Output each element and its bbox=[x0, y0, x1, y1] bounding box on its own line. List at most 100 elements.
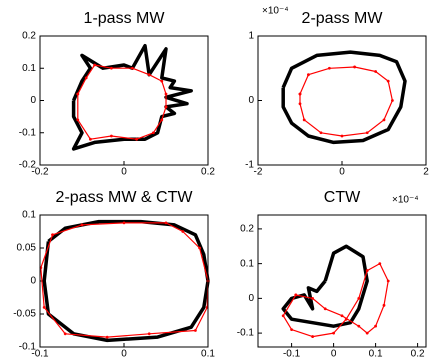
marker bbox=[302, 118, 306, 122]
curve bbox=[77, 64, 167, 140]
x-tick-label: 0 bbox=[331, 349, 337, 360]
marker bbox=[164, 105, 168, 109]
marker bbox=[181, 230, 185, 233]
curve bbox=[42, 219, 210, 343]
marker bbox=[93, 63, 96, 67]
x-tick-label: 0.1 bbox=[369, 349, 383, 360]
x-tick-label: -0.1 bbox=[283, 349, 301, 360]
marker bbox=[311, 335, 314, 338]
marker bbox=[76, 118, 80, 122]
curve bbox=[299, 66, 393, 137]
y-tick-label: 1 bbox=[248, 31, 254, 42]
marker bbox=[110, 66, 113, 70]
marker bbox=[374, 324, 377, 328]
y-tick-label: -0.1 bbox=[19, 342, 37, 353]
marker bbox=[307, 73, 310, 77]
curve bbox=[71, 43, 193, 151]
marker bbox=[281, 314, 285, 318]
marker bbox=[84, 76, 88, 80]
y-tick-label: 0.2 bbox=[22, 31, 36, 42]
marker bbox=[332, 331, 335, 335]
marker bbox=[357, 324, 361, 328]
axes-box bbox=[39, 214, 209, 348]
marker bbox=[110, 134, 113, 138]
marker bbox=[122, 221, 126, 225]
curve bbox=[281, 244, 369, 328]
y-tick-label: -1 bbox=[245, 160, 254, 171]
marker bbox=[294, 293, 298, 297]
y-tick-label: 0.1 bbox=[22, 210, 36, 221]
panel-title: 2-pass MW & CTW bbox=[56, 189, 194, 206]
marker bbox=[323, 307, 327, 311]
y-tick-label: -0.2 bbox=[19, 160, 37, 171]
marker bbox=[298, 102, 302, 106]
marker bbox=[391, 99, 394, 102]
marker bbox=[42, 306, 46, 309]
panel-title: 2-pass MW bbox=[302, 10, 384, 27]
marker bbox=[63, 332, 67, 336]
y-tick-label: -0.1 bbox=[19, 127, 37, 138]
x-tick-label: -0.2 bbox=[31, 167, 49, 178]
y-tick-label: 0 bbox=[248, 95, 254, 106]
x-tick-label: -0.1 bbox=[31, 349, 49, 360]
marker bbox=[344, 317, 348, 321]
x-tick-label: 0 bbox=[121, 349, 127, 360]
y-tick-label: 0.1 bbox=[22, 63, 36, 74]
marker bbox=[51, 233, 54, 237]
marker bbox=[298, 92, 302, 96]
x-tick-label: 2 bbox=[423, 167, 429, 178]
marker bbox=[374, 70, 377, 73]
panel-title: 1-pass MW bbox=[84, 10, 166, 27]
marker bbox=[80, 223, 84, 227]
axes-box bbox=[39, 35, 209, 166]
marker bbox=[365, 331, 369, 335]
x-tick-label: 0.1 bbox=[201, 349, 215, 360]
y-tick-label: 0.2 bbox=[240, 224, 254, 235]
y-tick-label: 0 bbox=[248, 293, 254, 304]
x-tick-label: 0.2 bbox=[411, 349, 425, 360]
y-tick-label: -0.1 bbox=[237, 328, 255, 339]
x-tick-label: 0 bbox=[121, 167, 127, 178]
marker bbox=[319, 131, 323, 135]
marker bbox=[164, 221, 168, 225]
marker bbox=[378, 262, 382, 266]
marker bbox=[194, 329, 197, 332]
y-tick-label: 0 bbox=[30, 95, 36, 106]
marker bbox=[386, 279, 390, 283]
curve bbox=[281, 50, 407, 145]
axes-box bbox=[257, 214, 427, 348]
marker bbox=[198, 246, 202, 250]
marker bbox=[353, 65, 356, 69]
y-tick-label: 0.1 bbox=[240, 258, 254, 269]
marker bbox=[105, 335, 109, 339]
marker bbox=[76, 92, 80, 96]
x-tick-label: 0.2 bbox=[201, 167, 215, 178]
marker bbox=[147, 332, 151, 336]
marker bbox=[365, 131, 369, 135]
axes-box bbox=[257, 35, 427, 166]
marker bbox=[365, 269, 369, 272]
marker bbox=[131, 66, 134, 70]
marker bbox=[135, 137, 139, 141]
x-tick-label: -2 bbox=[254, 167, 263, 178]
marker bbox=[147, 73, 151, 77]
x-tick-label: 0 bbox=[339, 167, 345, 178]
marker bbox=[160, 118, 164, 122]
exponent-label: ×10⁻⁴ bbox=[262, 6, 289, 17]
y-tick-label: 0.05 bbox=[17, 243, 37, 254]
marker bbox=[152, 131, 155, 135]
marker bbox=[382, 118, 386, 122]
exponent-label: ×10⁻⁴ bbox=[392, 195, 419, 206]
marker bbox=[290, 328, 293, 332]
marker bbox=[311, 296, 314, 300]
marker bbox=[340, 314, 344, 318]
marker bbox=[340, 134, 344, 138]
curve bbox=[282, 263, 389, 338]
marker bbox=[160, 79, 164, 83]
marker bbox=[164, 92, 168, 96]
marker bbox=[328, 66, 331, 70]
marker bbox=[386, 79, 390, 83]
marker bbox=[357, 296, 361, 300]
y-tick-label: 0 bbox=[30, 276, 36, 287]
